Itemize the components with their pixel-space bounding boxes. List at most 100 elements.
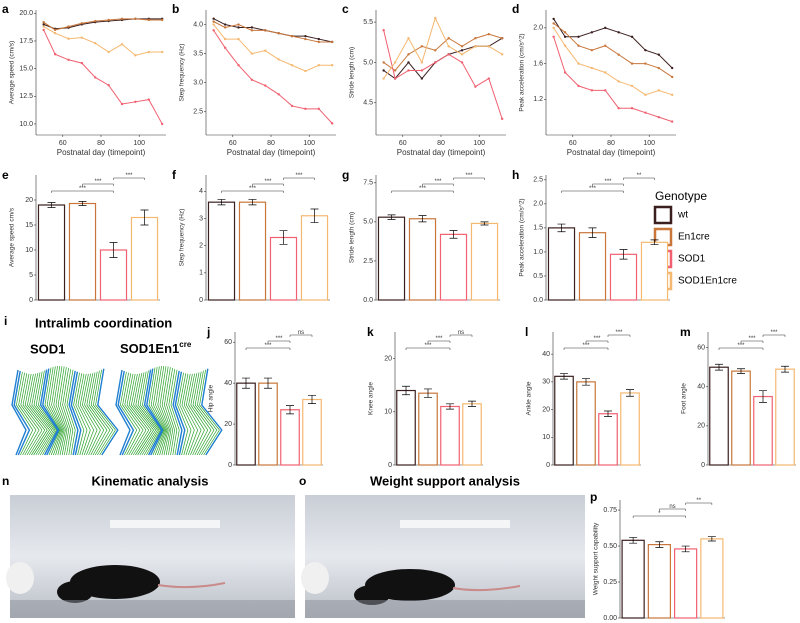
error-bar (264, 377, 272, 389)
photo-object (6, 562, 34, 594)
panel-letter: o (299, 474, 306, 488)
stick (199, 369, 220, 456)
point (563, 31, 567, 34)
error-bar (47, 202, 56, 208)
significance-label: *** (424, 343, 432, 349)
significance-bracket (561, 190, 624, 193)
y-axis-label: Knee angle (368, 382, 375, 415)
point (500, 53, 504, 56)
point (630, 35, 634, 38)
x-tick-label: 60 (59, 140, 67, 147)
stick (38, 370, 57, 456)
mouse-tail (157, 582, 226, 589)
point (563, 44, 567, 47)
x-tick-label: 80 (267, 140, 275, 147)
significance-label: * (658, 511, 661, 517)
y-tick-label: 40 (224, 380, 232, 387)
y-axis-label: Step frequency (Hz) (179, 209, 186, 267)
point (407, 53, 410, 56)
point (264, 49, 267, 52)
legend-label: SOD1 (678, 254, 706, 265)
point (250, 52, 254, 55)
error-bar (418, 215, 427, 223)
significance-bracket (113, 177, 145, 180)
error-bar (242, 377, 250, 389)
stick (60, 367, 70, 456)
stick (174, 371, 186, 456)
point (407, 37, 410, 40)
line (43, 18, 163, 31)
point (393, 77, 397, 80)
stick (55, 366, 66, 456)
significance-label: ** (696, 498, 701, 504)
point (460, 61, 464, 64)
point (670, 93, 674, 97)
stick (95, 369, 116, 456)
mouse-tail (452, 585, 521, 592)
point (304, 69, 307, 73)
stick (181, 373, 195, 456)
significance-bracket (289, 334, 313, 337)
stick (39, 369, 59, 456)
bar (609, 253, 638, 301)
legend-label: En1cre (678, 232, 710, 243)
y-axis-label: Hip angle (208, 384, 215, 412)
line (213, 24, 333, 72)
point (434, 49, 437, 52)
bar (598, 413, 618, 466)
y-tick-label: 3 (199, 215, 203, 222)
error-bar (557, 223, 566, 233)
stick (159, 366, 170, 456)
point (134, 100, 137, 104)
error-bar (310, 208, 319, 223)
point (120, 17, 124, 21)
point (237, 64, 240, 67)
point (630, 84, 634, 88)
error-bar (109, 242, 118, 258)
error-bar (759, 390, 767, 403)
stick (194, 371, 215, 456)
stick (75, 373, 88, 456)
y-tick-label: 0 (29, 297, 33, 304)
y-tick-label: 0.0 (533, 297, 543, 304)
error-bar (582, 378, 590, 386)
point (94, 41, 97, 45)
bar (238, 201, 267, 301)
point (577, 44, 580, 47)
significance-label: *** (295, 173, 303, 179)
bar (621, 539, 645, 619)
point (644, 93, 647, 97)
point (53, 32, 57, 35)
bar (439, 233, 468, 301)
stick (97, 368, 119, 456)
stick (201, 368, 223, 456)
y-tick-label: 0.75 (603, 507, 617, 514)
point (277, 58, 280, 61)
stick (146, 368, 164, 456)
error-bar (387, 214, 396, 220)
line (213, 18, 333, 43)
x-axis-label: Postnatal day (timepoint) (567, 148, 656, 157)
y-tick-label: 0.25 (603, 579, 617, 586)
x-tick-label: 80 (97, 140, 105, 147)
significance-label: *** (435, 336, 443, 342)
point (552, 17, 555, 21)
bar (753, 395, 773, 466)
error-bar (286, 405, 294, 415)
point (420, 69, 424, 72)
y-tick-label: 2.0 (533, 201, 543, 208)
stick-label: SOD1En1cre (120, 340, 192, 356)
stick-label: SOD1 (30, 341, 65, 356)
stick (172, 370, 183, 456)
error-bar (737, 368, 745, 374)
point (264, 29, 267, 32)
panel-letter: i (4, 314, 7, 328)
significance-label: *** (748, 336, 756, 342)
bar (377, 216, 406, 301)
point (590, 31, 594, 34)
error-bar (446, 403, 454, 410)
significance-label: *** (434, 179, 442, 185)
point (500, 37, 504, 40)
stick (73, 372, 85, 456)
photo-glare (400, 520, 510, 528)
